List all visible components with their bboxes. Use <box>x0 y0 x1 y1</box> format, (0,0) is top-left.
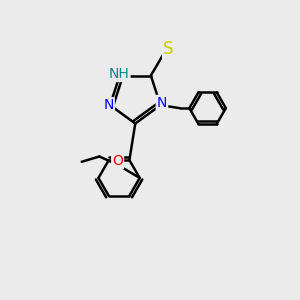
Text: O: O <box>112 154 123 168</box>
Text: N: N <box>103 98 114 112</box>
Text: S: S <box>163 40 174 58</box>
Text: N: N <box>157 96 167 110</box>
Text: NH: NH <box>109 67 130 81</box>
